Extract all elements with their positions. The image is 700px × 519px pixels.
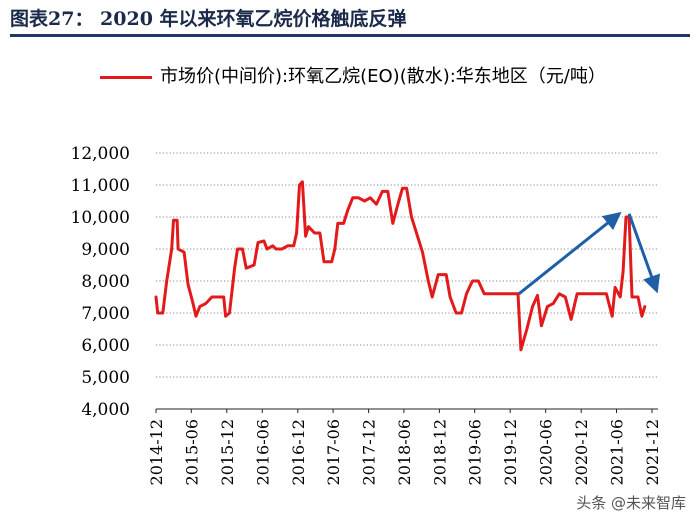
y-tick-label: 7,000: [81, 304, 130, 324]
watermark: 头条 @未来智库: [576, 494, 686, 512]
y-tick-label: 12,000: [71, 144, 130, 164]
y-tick-label: 10,000: [71, 208, 130, 228]
trend-down-arrow: [627, 213, 661, 294]
y-tick-label: 5,000: [81, 368, 130, 388]
figure-header: 图表27： 2020 年以来环氧乙烷价格触底反弹: [0, 0, 700, 40]
x-tick-label: 2016-12: [289, 419, 308, 485]
legend-swatch: [100, 76, 152, 79]
legend-label: 市场价(中间价):环氧乙烷(EO)(散水):华东地区（元/吨）: [160, 66, 606, 87]
x-tick-label: 2017-06: [324, 419, 343, 485]
x-tick-label: 2014-12: [147, 419, 166, 485]
x-tick-label: 2015-06: [182, 419, 201, 485]
annotations: [517, 211, 661, 295]
x-tick-label: 2021-06: [607, 419, 626, 485]
x-axis: 2014-12 2015-06 2015-12 2016-06 2016-12 2017-…: [147, 408, 662, 485]
x-tick-label: 2019-06: [466, 419, 485, 485]
x-tick-label: 2019-12: [501, 419, 520, 485]
x-tick-label: 2015-12: [218, 419, 237, 485]
x-tick-label: 2018-12: [430, 419, 449, 485]
series-layer: [154, 180, 647, 352]
y-tick-label: 11,000: [71, 176, 130, 196]
y-tick-label: 6,000: [81, 336, 130, 356]
x-tick-label: 2017-12: [360, 419, 379, 485]
x-tick-label: 2016-06: [253, 419, 272, 485]
y-tick-label: 9,000: [81, 240, 130, 260]
x-tick-label: 2018-06: [395, 419, 414, 485]
y-axis-tick-labels: 4,000 5,000 6,000 7,000 8,000 9,000 10,000 11,0…: [71, 144, 130, 420]
series-line: [154, 180, 647, 352]
trend-up-arrow: [517, 211, 622, 295]
figure-title: 图表27： 2020 年以来环氧乙烷价格触底反弹: [10, 8, 407, 30]
y-tick-label: 8,000: [81, 272, 130, 292]
title-rule: [10, 34, 690, 37]
chart-legend: 市场价(中间价):环氧乙烷(EO)(散水):华东地区（元/吨）: [100, 64, 690, 90]
x-tick-label: 2020-12: [572, 419, 591, 485]
x-tick-label: 2020-06: [537, 419, 556, 485]
y-tick-label: 4,000: [81, 400, 130, 420]
x-tick-label: 2021-12: [643, 419, 662, 485]
